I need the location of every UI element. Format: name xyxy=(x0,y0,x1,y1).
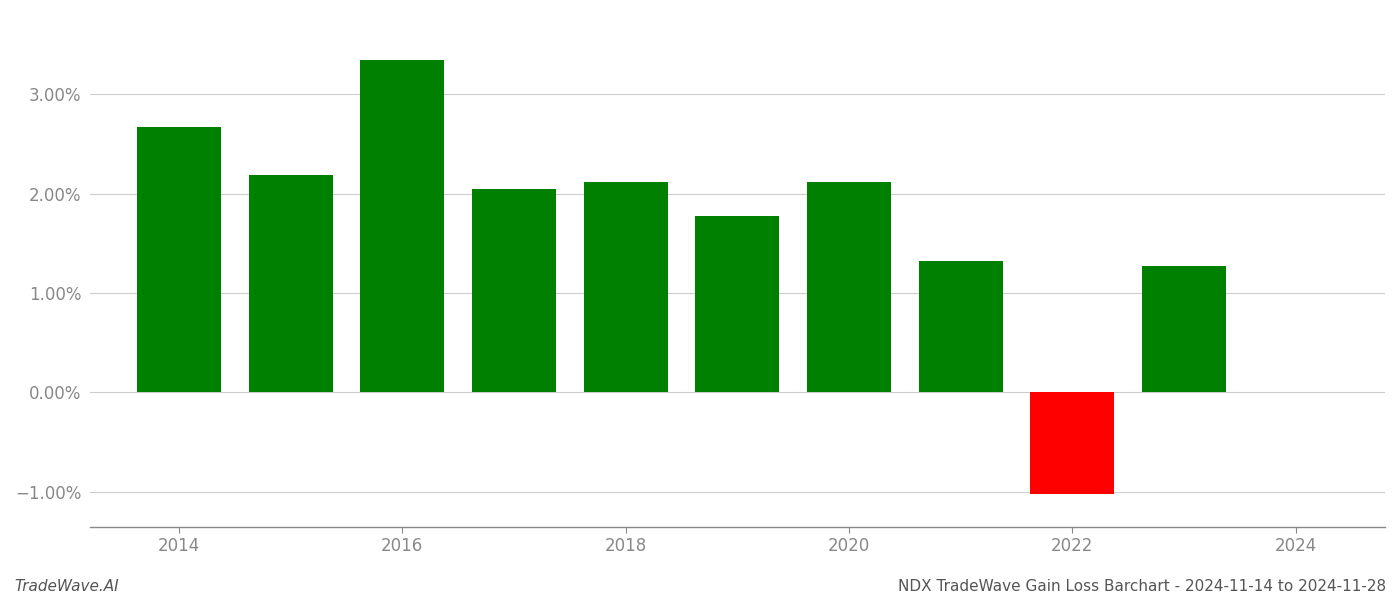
Bar xyxy=(1030,392,1114,494)
Text: TradeWave.AI: TradeWave.AI xyxy=(14,579,119,594)
Bar xyxy=(584,182,668,392)
Bar xyxy=(137,127,221,392)
Bar xyxy=(249,175,333,392)
Bar xyxy=(696,215,780,392)
Text: NDX TradeWave Gain Loss Barchart - 2024-11-14 to 2024-11-28: NDX TradeWave Gain Loss Barchart - 2024-… xyxy=(897,579,1386,594)
Bar xyxy=(918,262,1002,392)
Bar xyxy=(360,60,444,392)
Bar xyxy=(808,182,890,392)
Bar xyxy=(472,189,556,392)
Bar xyxy=(1142,266,1226,392)
